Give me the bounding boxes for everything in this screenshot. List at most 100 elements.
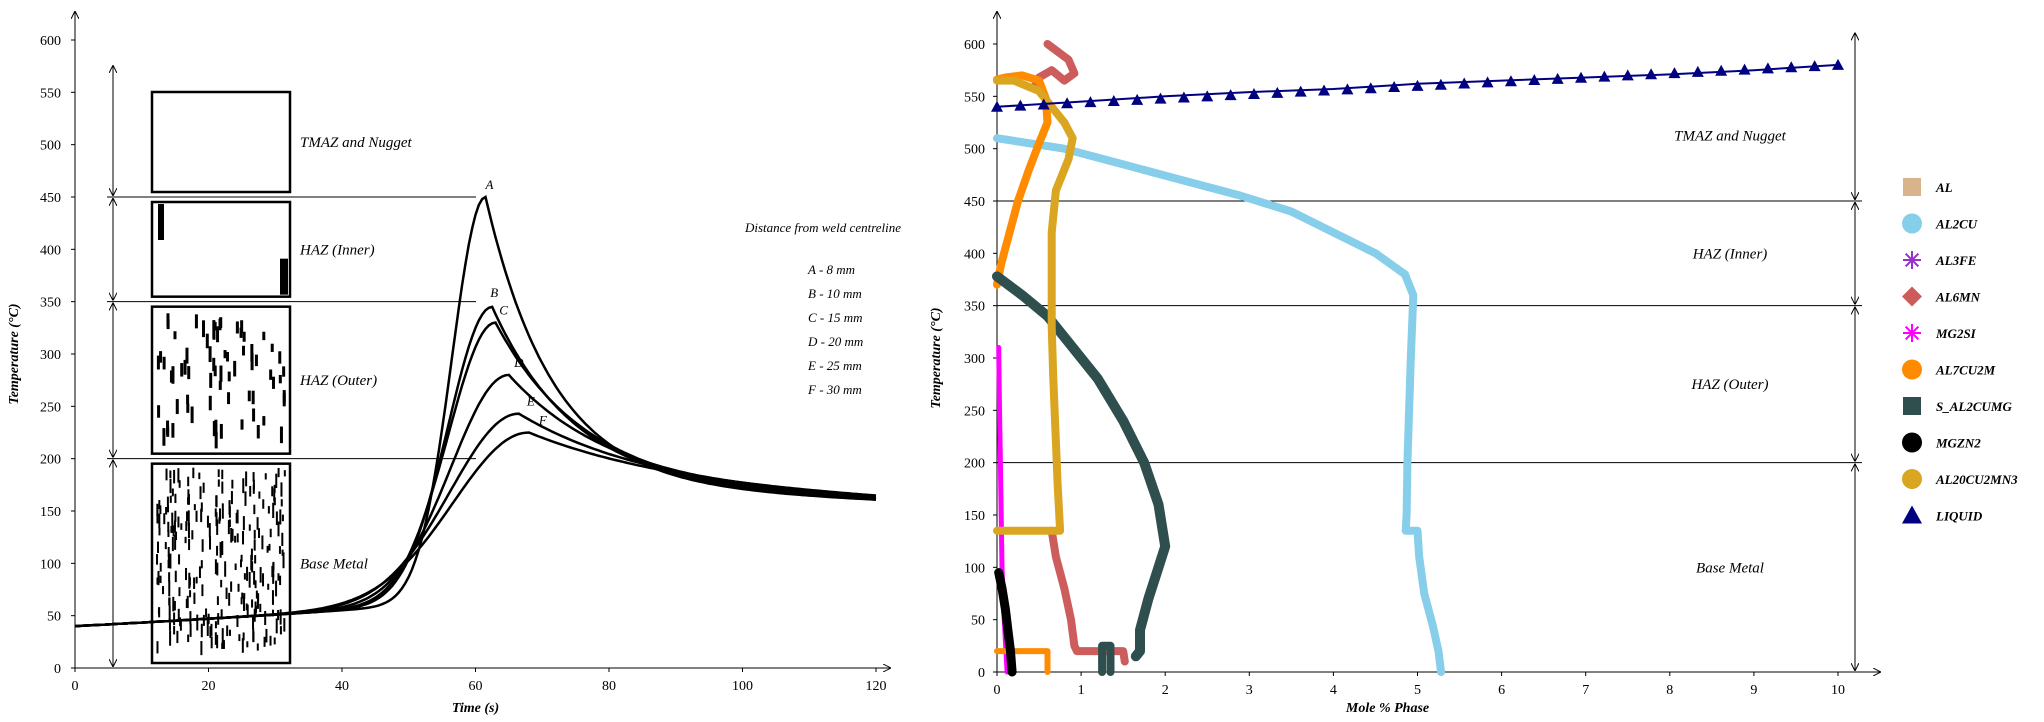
right-y-tick-label: 450 — [964, 195, 985, 210]
legend-marker-triangle — [1902, 505, 1922, 524]
grain-mark — [242, 478, 245, 494]
grain-mark — [263, 636, 266, 647]
grain-mark — [188, 572, 191, 589]
grain-mark — [202, 320, 206, 338]
right-y-tick-label: 250 — [964, 404, 985, 419]
legend-item-al6mn: AL6MN — [1902, 286, 1981, 307]
phase-curve-al2cu — [993, 134, 1445, 676]
grain-mark — [272, 502, 275, 518]
grain-mark — [178, 587, 181, 597]
phase-curve-al6mn-low — [1047, 526, 1129, 666]
grain-mark — [167, 530, 170, 538]
grain-mark — [242, 516, 245, 531]
grain-mark — [214, 632, 217, 645]
right-zone-label: HAZ (Outer) — [1690, 377, 1768, 393]
curve-label-A: A — [485, 177, 494, 192]
grain-mark — [171, 423, 175, 438]
grain-mark — [217, 479, 220, 487]
left-x-tick-label: 20 — [202, 679, 216, 694]
grain-mark — [206, 622, 209, 636]
distance-legend-title: Distance from weld centreline — [744, 220, 901, 235]
grain-mark — [251, 390, 255, 405]
right-x-axis-label: Mole % Phase — [1345, 701, 1429, 716]
grain-mark — [156, 507, 159, 524]
grain-mark — [193, 504, 196, 511]
grain-mark — [174, 534, 177, 550]
right-x-tick-label: 4 — [1330, 683, 1337, 698]
right-y-tick-label: 100 — [964, 561, 985, 576]
grain-mark — [173, 331, 177, 340]
grain-mark — [238, 634, 241, 642]
grain-mark — [162, 586, 165, 595]
legend-marker-circle — [1902, 469, 1922, 489]
grain-mark — [162, 356, 166, 370]
right-x-tick-label: 5 — [1414, 683, 1421, 698]
grain-mark — [173, 626, 176, 635]
legend-label: MG2SI — [1935, 326, 1977, 341]
grain-mark — [216, 326, 220, 343]
grain-mark — [156, 577, 159, 585]
grain-mark — [248, 524, 251, 531]
grain-mark — [275, 618, 278, 634]
thermal-curve-F — [74, 431, 877, 628]
grain-mark — [174, 570, 177, 583]
grain-mark — [254, 580, 257, 589]
grain-mark — [189, 590, 192, 598]
grain-mark — [281, 514, 284, 522]
left-x-axis-label: Time (s) — [452, 701, 499, 716]
grain-mark — [254, 605, 257, 613]
grain-mark — [228, 592, 231, 606]
grain-mark — [218, 517, 221, 524]
phase-curve-al20cu2mn3 — [993, 76, 1077, 535]
grain-mark — [187, 522, 190, 539]
grain-mark — [262, 416, 266, 426]
grain-mark — [220, 579, 223, 588]
grain-mark — [201, 584, 204, 597]
liquid-marker — [1528, 74, 1541, 86]
grain-mark — [218, 380, 222, 390]
liquid-marker — [1318, 84, 1331, 96]
grain-mark — [237, 583, 240, 592]
left-zone-label: HAZ (Inner) — [299, 242, 375, 258]
liquid-marker — [991, 100, 1003, 112]
grain-mark — [240, 419, 244, 430]
right-x-tick-label: 1 — [1078, 683, 1085, 698]
grain-mark — [239, 559, 242, 568]
grain-mark — [250, 352, 254, 371]
grain-mark — [259, 603, 262, 613]
grain-mark — [250, 548, 253, 561]
legend-item-mgzn2: MGZN2 — [1902, 432, 1981, 453]
phase-curve-s_al2cumg — [992, 271, 1171, 662]
grain-mark — [280, 482, 283, 497]
left-x-tick-label: 100 — [732, 679, 753, 694]
legend-item-al: AL — [1903, 178, 1953, 196]
legend-marker-square — [1903, 397, 1921, 415]
liquid-marker — [1645, 68, 1658, 80]
grain-mark — [186, 595, 189, 609]
legend-label: S_AL2CUMG — [1936, 399, 2012, 414]
liquid-marker — [1201, 90, 1214, 102]
grain-mark — [279, 426, 283, 444]
grain-mark — [212, 320, 216, 338]
liquid-marker — [1761, 62, 1774, 74]
right-x-tick-label: 7 — [1582, 683, 1589, 698]
grain-structure-box — [150, 200, 292, 298]
grain-mark — [158, 513, 161, 529]
grain-mark — [200, 640, 203, 656]
grain-mark — [230, 581, 233, 592]
grain-mark — [171, 488, 174, 497]
grain-mark — [179, 619, 182, 631]
grain-mark — [177, 516, 180, 528]
grain-mark — [277, 521, 280, 537]
liquid-marker — [1715, 64, 1728, 76]
grain-mark — [243, 595, 246, 611]
distance-legend-entry: A - 8 mm — [807, 262, 855, 277]
right-y-tick-label: 150 — [964, 509, 985, 524]
right-x-tick-label: 0 — [994, 683, 1001, 698]
grain-mark — [178, 480, 181, 488]
grain-mark — [236, 614, 239, 628]
left-y-tick-label: 400 — [40, 243, 61, 258]
legend-item-s_al2cumg: S_AL2CUMG — [1903, 397, 2012, 415]
grain-mark — [272, 562, 275, 578]
right-y-tick-label: 200 — [964, 457, 985, 472]
